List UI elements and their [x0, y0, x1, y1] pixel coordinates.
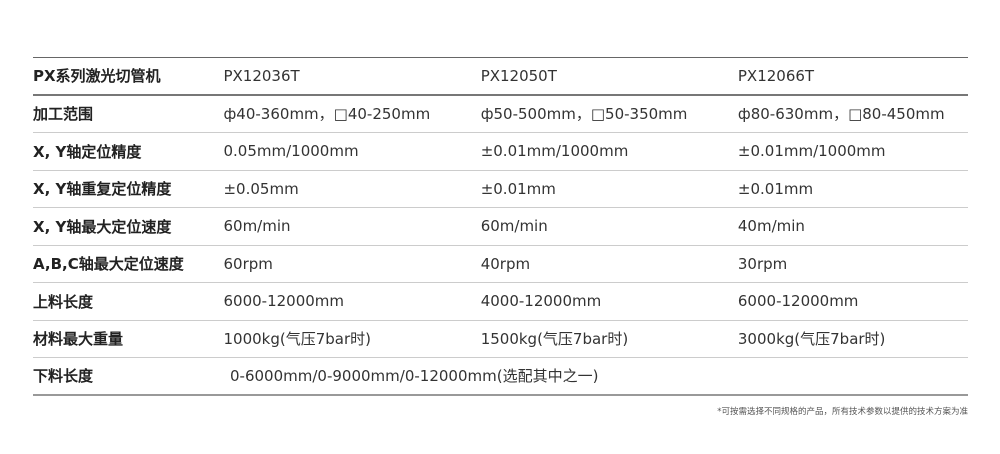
row-value: 3000kg(气压7bar时) — [737, 330, 886, 349]
row-value: ±0.01mm — [480, 179, 556, 198]
row-label: X, Y轴最大定位速度 — [33, 217, 172, 236]
row-value: ф80-630mm，□80-450mm — [737, 105, 945, 124]
row-value: 1000kg(气压7bar时) — [223, 330, 371, 349]
row-value: 1500kg(气压7bar时) — [480, 330, 629, 349]
row-label: 下料长度 — [33, 367, 94, 386]
table-row: X, Y轴重复定位精度 ±0.05mm ±0.01mm ±0.01mm — [33, 171, 968, 208]
spec-table: PX系列激光切管机 PX12036T PX12050T PX12066T 加工范… — [33, 57, 968, 396]
table-row: 上料长度 6000-12000mm 4000-12000mm 6000-12000mm — [33, 283, 968, 321]
table-row: 加工范围 ф40-360mm，□40-250mm ф50-500mm，□50-350… — [33, 96, 968, 133]
row-value: ±0.01mm — [737, 179, 814, 198]
table-header-row: PX系列激光切管机 PX12036T PX12050T PX12066T — [33, 58, 968, 96]
row-value: 60m/min — [480, 217, 548, 236]
row-value: 30rpm — [737, 254, 788, 273]
model-header: PX12036T — [223, 66, 300, 85]
row-label: 材料最大重量 — [33, 330, 124, 349]
model-header: PX12050T — [480, 66, 557, 85]
row-value: 40rpm — [480, 254, 531, 273]
row-label: 加工范围 — [33, 105, 94, 124]
row-value: 6000-12000mm — [223, 292, 345, 311]
row-value: ф50-500mm，□50-350mm — [480, 105, 688, 124]
table-row: 下料长度 0-6000mm/0-9000mm/0-12000mm(选配其中之一) — [33, 358, 968, 396]
row-value: 6000-12000mm — [737, 292, 859, 311]
row-value: 0.05mm/1000mm — [223, 142, 359, 161]
row-label: A,B,C轴最大定位速度 — [33, 255, 184, 274]
row-label: X, Y轴重复定位精度 — [33, 180, 172, 199]
row-value: ±0.05mm — [223, 179, 299, 198]
table-row: 材料最大重量 1000kg(气压7bar时) 1500kg(气压7bar时) 3000… — [33, 321, 968, 358]
series-title: PX系列激光切管机 — [33, 67, 161, 86]
row-value: 4000-12000mm — [480, 292, 602, 311]
row-value: ±0.01mm/1000mm — [480, 142, 629, 161]
row-value: 40m/min — [737, 217, 805, 236]
row-value: 60m/min — [223, 217, 291, 236]
row-value: ф40-360mm，□40-250mm — [223, 105, 431, 124]
row-value: 60rpm — [223, 254, 273, 273]
footnote: *可按需选择不同规格的产品，所有技术参数以提供的技术方案为准 — [717, 407, 968, 417]
row-label: 上料长度 — [33, 292, 94, 311]
row-label: X, Y轴定位精度 — [33, 142, 142, 161]
model-header: PX12066T — [737, 66, 815, 85]
table-row: A,B,C轴最大定位速度 60rpm 40rpm 30rpm — [33, 246, 968, 283]
table-row: X, Y轴最大定位速度 60m/min 60m/min 40m/min — [33, 208, 968, 246]
table-row: X, Y轴定位精度 0.05mm/1000mm ±0.01mm/1000mm ±0.0… — [33, 133, 968, 171]
row-value: ±0.01mm/1000mm — [737, 142, 886, 161]
row-value: 0-6000mm/0-9000mm/0-12000mm(选配其中之一) — [230, 367, 599, 386]
